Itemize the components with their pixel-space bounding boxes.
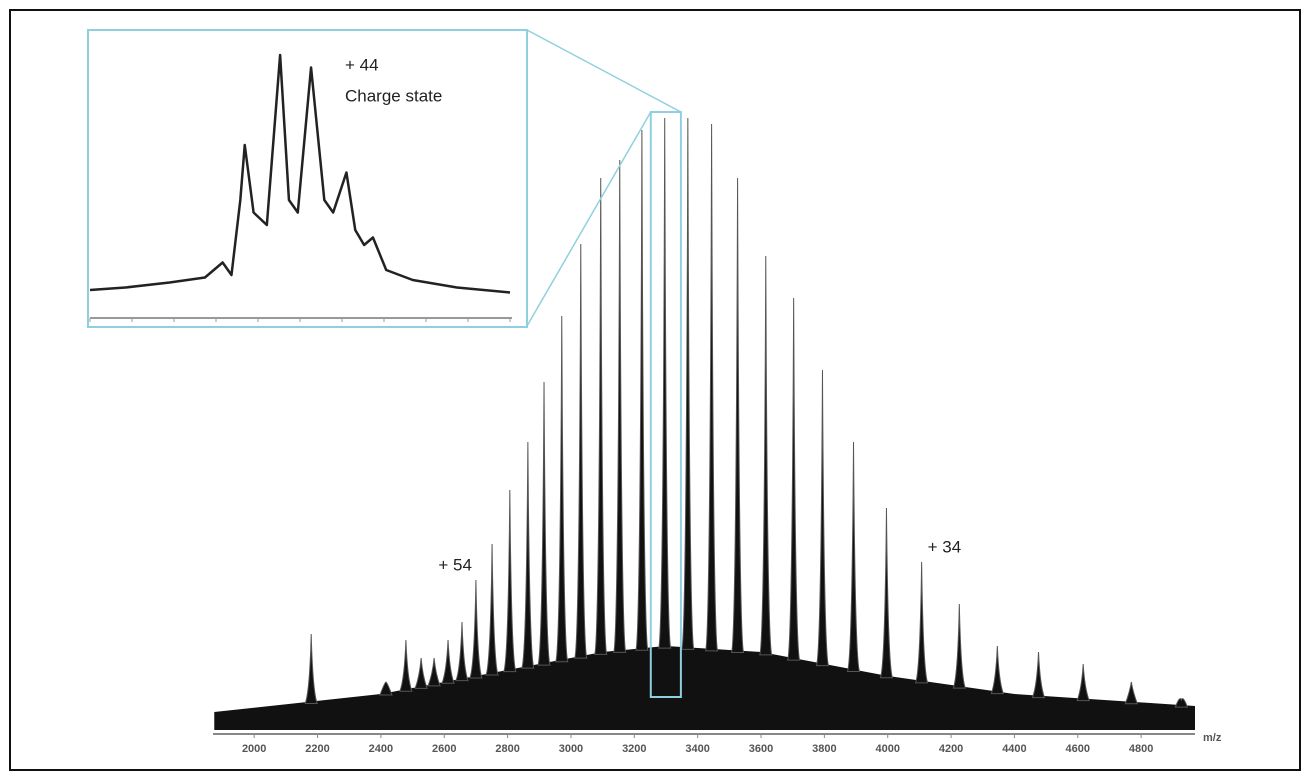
peak (503, 489, 517, 673)
peak (399, 639, 413, 692)
peak (427, 657, 441, 687)
peak (879, 507, 894, 679)
x-tick-label: 3000 (559, 743, 583, 755)
peak (704, 123, 719, 652)
zoom-connector (526, 29, 682, 113)
x-tick-label: 3800 (812, 743, 836, 755)
peak (537, 381, 551, 666)
peak (441, 639, 455, 684)
peak (1076, 663, 1090, 702)
inset-subtitle: Charge state (345, 86, 442, 105)
peak (759, 255, 773, 656)
baseline-band (214, 646, 1195, 730)
inset-line (89, 53, 511, 294)
peak (1174, 698, 1189, 708)
inset-frame (87, 29, 528, 328)
x-tick-label: 2400 (369, 743, 393, 755)
peak (414, 657, 428, 689)
peak (815, 369, 830, 667)
x-tick-label: 3600 (749, 743, 773, 755)
x-tick-label: 3400 (685, 743, 709, 755)
peak (521, 441, 535, 669)
zoom-connector (526, 111, 652, 327)
peak (455, 621, 469, 682)
x-tick-label: 2800 (495, 743, 519, 755)
peak (635, 129, 649, 651)
x-axis-label: m/z (1203, 732, 1222, 744)
x-tick-label: 3200 (622, 743, 646, 755)
peak (1031, 651, 1046, 699)
peak (846, 441, 861, 673)
peak (469, 579, 483, 679)
peak (681, 117, 695, 650)
x-tick-label: 4200 (939, 743, 963, 755)
peak (730, 177, 745, 654)
peak (555, 315, 569, 663)
x-tick-label: 4000 (875, 743, 899, 755)
inset-title: + 44 (345, 55, 379, 74)
peak (786, 297, 801, 661)
annotation: + 54 (438, 555, 472, 574)
peak (574, 243, 588, 659)
peak (594, 177, 608, 655)
peak (658, 117, 672, 649)
x-tick-label: 2200 (305, 743, 329, 755)
peak (304, 633, 318, 705)
x-tick-label: 4800 (1129, 743, 1153, 755)
peak (990, 645, 1005, 695)
peak (379, 681, 393, 696)
peak (914, 561, 929, 684)
annotation: + 34 (928, 537, 962, 556)
x-tick-label: 4600 (1066, 743, 1090, 755)
x-tick-label: 2000 (242, 743, 266, 755)
zoom-box (649, 111, 682, 698)
x-tick-label: 2600 (432, 743, 456, 755)
peak (1124, 681, 1139, 705)
peak (952, 603, 967, 689)
x-tick-label: 4400 (1002, 743, 1026, 755)
peak (485, 543, 499, 676)
peak (613, 159, 627, 653)
